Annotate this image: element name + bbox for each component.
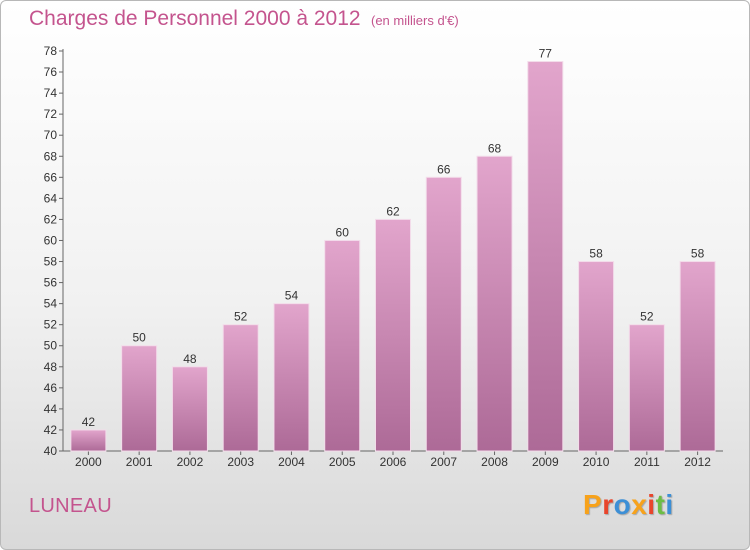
logo-letter: r (602, 489, 614, 520)
data-label: 50 (132, 331, 146, 345)
data-label: 58 (691, 247, 705, 261)
logo-letter: t (655, 489, 666, 520)
x-tick-label: 2004 (278, 455, 305, 469)
data-label: 66 (437, 162, 451, 176)
data-label: 54 (285, 289, 299, 303)
x-tick-label: 2002 (177, 455, 204, 469)
bar-2011 (628, 324, 665, 452)
y-tick-label: 52 (44, 318, 58, 332)
bar-2009 (527, 61, 564, 452)
y-tick-label: 44 (44, 402, 58, 416)
x-tick-label: 2011 (634, 455, 660, 469)
logo-letter: P (583, 489, 603, 520)
data-label: 77 (539, 47, 553, 61)
y-tick-label: 40 (44, 444, 58, 458)
data-label: 58 (589, 247, 603, 261)
proxiti-logo: Proxiti (583, 489, 674, 521)
bar-2003 (222, 324, 259, 452)
y-tick-label: 58 (44, 255, 58, 269)
bar-2004 (273, 303, 310, 452)
bar-2006 (375, 218, 411, 452)
y-tick-label: 74 (44, 86, 58, 100)
chart-subtitle: (en milliers d'€) (371, 13, 459, 28)
x-tick-label: 2008 (481, 455, 508, 469)
x-tick-label: 2000 (75, 455, 102, 469)
x-tick-label: 2012 (684, 455, 711, 469)
bar-2001 (121, 345, 158, 452)
bar-2007 (425, 176, 462, 452)
bar-2000 (70, 429, 107, 452)
y-tick-label: 70 (44, 128, 58, 142)
x-tick-label: 2006 (380, 455, 407, 469)
bar-2002 (171, 366, 208, 452)
commune-name: LUNEAU (29, 495, 112, 517)
y-tick-label: 62 (44, 212, 58, 226)
y-tick-label: 64 (44, 191, 58, 205)
y-tick-label: 54 (44, 297, 58, 311)
data-label: 62 (386, 204, 400, 218)
x-tick-label: 2010 (583, 455, 610, 469)
y-tick-label: 60 (44, 233, 58, 247)
bar-2010 (578, 261, 615, 452)
bar-layer: 42 50 48 52 54 60 62 66 68 77 58 52 58 (70, 47, 716, 452)
y-tick-label: 78 (44, 44, 58, 58)
y-tick-label: 50 (44, 339, 58, 353)
data-label: 68 (488, 141, 502, 155)
bar-2005 (324, 239, 361, 452)
data-label: 48 (183, 352, 197, 366)
data-label: 52 (234, 310, 248, 324)
bar-2008 (476, 155, 513, 452)
y-tick-label: 66 (44, 170, 58, 184)
bar-2012 (679, 261, 716, 452)
y-tick-label: 42 (44, 423, 58, 437)
logo-letter: o (613, 489, 632, 520)
logo-letter: i (665, 489, 674, 520)
x-tick-label: 2001 (126, 455, 153, 469)
y-tick-label: 46 (44, 381, 58, 395)
chart-title: Charges de Personnel 2000 à 2012 (29, 7, 361, 30)
data-label: 42 (82, 415, 96, 429)
x-tick-label: 2007 (430, 455, 457, 469)
x-tick-label: 2009 (532, 455, 559, 469)
y-tick-label: 72 (44, 107, 58, 121)
y-tick-label: 48 (44, 360, 58, 374)
x-tick-label: 2003 (227, 455, 254, 469)
y-tick-label: 68 (44, 149, 58, 163)
x-tick-label: 2005 (329, 455, 356, 469)
data-label: 60 (336, 225, 350, 239)
logo-letter: i (647, 489, 656, 520)
y-tick-label: 56 (44, 276, 58, 290)
data-label: 52 (640, 310, 654, 324)
logo-letter: x (631, 489, 648, 520)
y-tick-label: 76 (44, 65, 58, 79)
